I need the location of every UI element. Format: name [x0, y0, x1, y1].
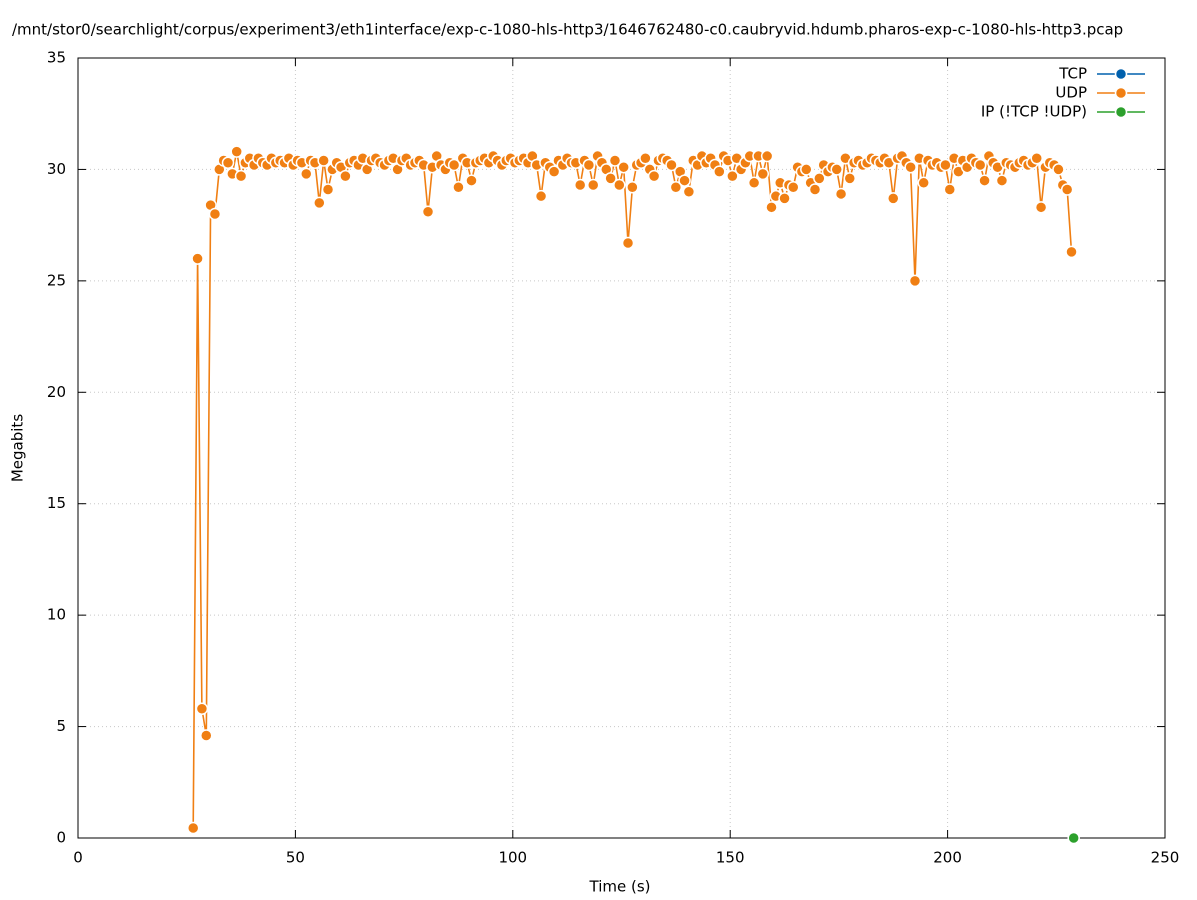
data-point: [843, 172, 857, 185]
legend-key: [1114, 67, 1128, 81]
data-point: [908, 274, 922, 288]
data-point: [613, 178, 626, 192]
x-tick-label: 250: [1151, 849, 1180, 867]
data-point: [230, 145, 243, 158]
data-point: [678, 174, 691, 187]
data-point: [713, 165, 726, 178]
data-point: [313, 196, 326, 210]
data-point: [195, 702, 209, 715]
data-point: [1052, 163, 1065, 176]
data-point: [939, 158, 952, 172]
data-point: [626, 181, 639, 194]
data-point: [339, 169, 352, 183]
data-point: [813, 172, 826, 185]
data-point: [1067, 831, 1080, 845]
legend-key: [1114, 105, 1128, 119]
y-tick-label: 15: [47, 494, 66, 512]
y-tick-label: 10: [47, 606, 66, 624]
data-point: [756, 167, 770, 181]
y-tick-label: 20: [47, 383, 66, 401]
data-point: [421, 205, 435, 219]
legend-key: [1114, 86, 1128, 100]
data-point: [765, 201, 778, 214]
data-point: [1030, 152, 1043, 165]
data-point: [1065, 245, 1078, 259]
data-point: [608, 154, 622, 167]
data-point: [617, 160, 630, 174]
data-point: [604, 172, 617, 185]
y-axis-label: Megabits: [9, 414, 27, 482]
data-point: [943, 183, 957, 196]
data-point: [747, 176, 761, 190]
data-point: [208, 207, 222, 221]
data-point: [200, 729, 213, 742]
data-point: [887, 192, 900, 205]
data-point: [547, 165, 561, 178]
data-point: [621, 236, 635, 250]
y-tick-label: 5: [56, 717, 66, 735]
data-point: [452, 181, 465, 194]
data-point: [300, 167, 313, 181]
data-point: [800, 163, 813, 176]
x-tick-label: 150: [716, 849, 745, 867]
x-tick-label: 50: [286, 849, 305, 867]
x-tick-label: 200: [933, 849, 962, 867]
data-point: [760, 149, 774, 163]
y-tick-label: 25: [47, 271, 66, 289]
data-point: [191, 252, 204, 265]
data-point: [647, 169, 661, 183]
data-point: [665, 158, 678, 172]
data-point: [978, 174, 991, 187]
data-point: [917, 176, 930, 190]
y-tick-label: 30: [47, 160, 66, 178]
data-point: [1060, 183, 1074, 196]
plot-frame: [77, 57, 1166, 839]
legend-label: UDP: [1055, 84, 1087, 102]
data-point: [682, 185, 696, 198]
legend-label: TCP: [1058, 65, 1087, 83]
data-point: [586, 178, 600, 192]
data-point: [726, 169, 739, 183]
data-point: [778, 192, 791, 205]
data-point: [904, 160, 917, 174]
legend-label: IP (!TCP !UDP): [981, 103, 1087, 121]
y-tick-label: 35: [47, 49, 66, 67]
data-point: [321, 183, 335, 196]
data-point: [447, 158, 461, 172]
data-point: [973, 158, 987, 172]
data-point: [830, 163, 843, 176]
data-point: [221, 156, 235, 169]
x-axis-label: Time (s): [589, 878, 651, 896]
x-tick-label: 100: [498, 849, 527, 867]
data-point: [1034, 201, 1048, 214]
x-tick-label: 0: [73, 849, 83, 867]
data-point: [186, 821, 200, 835]
data-point: [995, 174, 1009, 187]
y-tick-label: 0: [56, 829, 66, 847]
chart-title: /mnt/stor0/searchlight/corpus/experiment…: [12, 21, 1123, 39]
data-point: [834, 187, 848, 201]
data-point: [639, 152, 652, 165]
data-point: [786, 181, 800, 194]
data-point: [234, 169, 248, 183]
data-point: [669, 181, 683, 194]
series-line: [192, 151, 1073, 829]
data-point: [582, 158, 596, 172]
data-point: [465, 174, 478, 187]
data-point: [534, 189, 548, 203]
data-point: [317, 154, 330, 167]
data-point: [808, 183, 822, 196]
data-point: [573, 178, 587, 192]
